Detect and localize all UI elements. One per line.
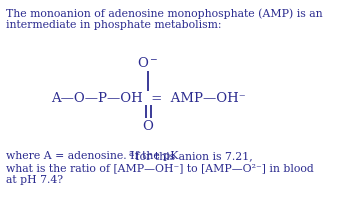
Text: for this anion is 7.21,: for this anion is 7.21, <box>132 151 253 161</box>
Text: O$^-$: O$^-$ <box>137 56 159 70</box>
Text: O: O <box>143 120 153 133</box>
Text: The monoanion of adenosine monophosphate (AMP) is an: The monoanion of adenosine monophosphate… <box>6 8 322 19</box>
Text: what is the ratio of [AMP—OH⁻] to [AMP—O²⁻] in blood: what is the ratio of [AMP—OH⁻] to [AMP—O… <box>6 163 314 173</box>
Text: where A = adenosine. If the pK: where A = adenosine. If the pK <box>6 151 178 161</box>
Text: intermediate in phosphate metabolism:: intermediate in phosphate metabolism: <box>6 20 222 30</box>
Text: a: a <box>129 149 134 159</box>
Text: A—O—P—OH  =  AMP—OH⁻: A—O—P—OH = AMP—OH⁻ <box>51 92 245 105</box>
Text: at pH 7.4?: at pH 7.4? <box>6 175 63 185</box>
